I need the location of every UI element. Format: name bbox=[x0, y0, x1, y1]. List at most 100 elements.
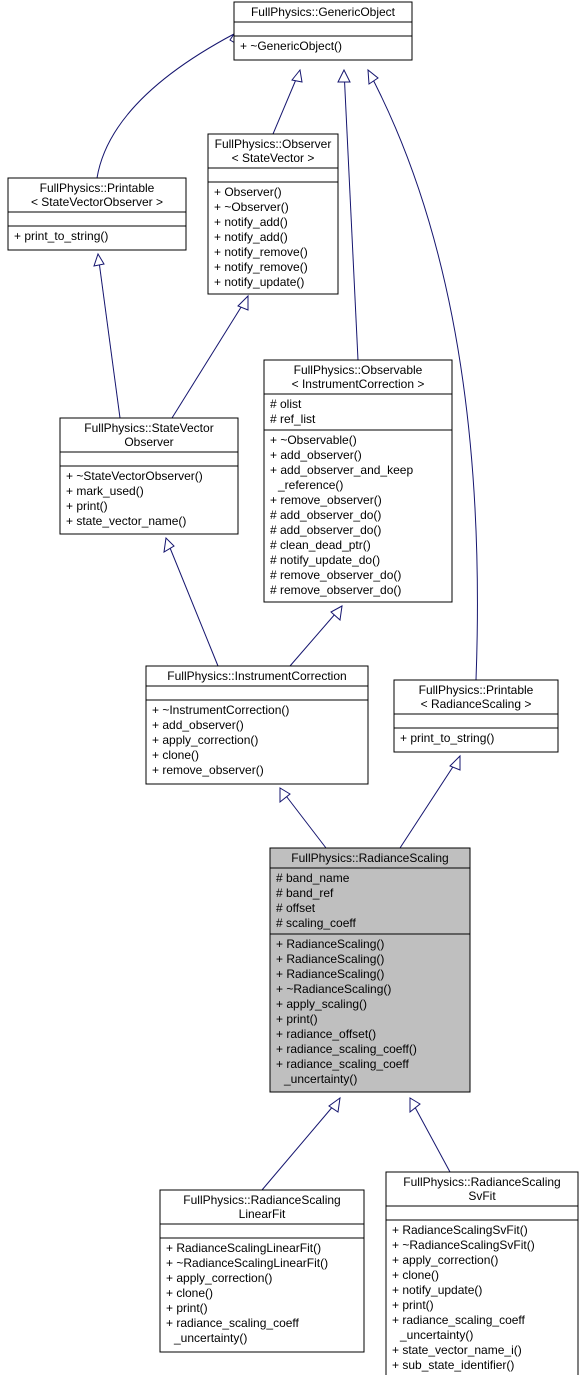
class-op: # clean_dead_ptr() bbox=[270, 538, 371, 552]
class-op: + clone() bbox=[152, 748, 199, 762]
class-op: _uncertainty() bbox=[173, 1331, 247, 1345]
inheritance-edge bbox=[338, 70, 358, 360]
class-attr: # band_ref bbox=[276, 886, 334, 900]
class-printableSVO[interactable]: FullPhysics::Printable< StateVectorObser… bbox=[8, 178, 186, 250]
class-op: + add_observer() bbox=[152, 718, 244, 732]
class-title: FullPhysics::RadianceScaling bbox=[291, 851, 448, 865]
class-op: + apply_correction() bbox=[392, 1253, 498, 1267]
class-op: + mark_used() bbox=[66, 484, 144, 498]
class-op: + RadianceScalingLinearFit() bbox=[166, 1241, 321, 1255]
inheritance-edge bbox=[280, 788, 326, 848]
class-generic[interactable]: FullPhysics::GenericObject+ ~GenericObje… bbox=[234, 2, 412, 60]
class-op: + ~StateVectorObserver() bbox=[66, 469, 203, 483]
class-subtitle: LinearFit bbox=[239, 1207, 286, 1221]
class-subtitle: < InstrumentCorrection > bbox=[292, 377, 425, 391]
class-op: + ~RadianceScaling() bbox=[276, 982, 391, 996]
class-title: FullPhysics::RadianceScaling bbox=[403, 1175, 560, 1189]
class-op: + print() bbox=[276, 1012, 318, 1026]
class-attr: # band_name bbox=[276, 871, 350, 885]
class-op: + notify_remove() bbox=[214, 260, 308, 274]
class-op: + print_to_string() bbox=[14, 229, 108, 243]
class-op: + ~RadianceScalingLinearFit() bbox=[166, 1256, 328, 1270]
class-title: FullPhysics::StateVector bbox=[84, 421, 213, 435]
class-op: + apply_correction() bbox=[152, 733, 258, 747]
inheritance-edge bbox=[400, 756, 460, 848]
class-op: + clone() bbox=[392, 1268, 439, 1282]
class-op: + radiance_scaling_coeff() bbox=[276, 1042, 417, 1056]
class-op: + radiance_scaling_coeff bbox=[276, 1057, 410, 1071]
class-op: + ~InstrumentCorrection() bbox=[152, 703, 289, 717]
class-op: + remove_observer() bbox=[152, 763, 264, 777]
class-op: + ~GenericObject() bbox=[240, 39, 342, 53]
class-op: + radiance_scaling_coeff bbox=[392, 1313, 526, 1327]
class-op: + print_to_string() bbox=[400, 731, 494, 745]
class-op: + RadianceScaling() bbox=[276, 967, 384, 981]
class-op: + apply_scaling() bbox=[276, 997, 367, 1011]
uml-class-diagram: FullPhysics::GenericObject+ ~GenericObje… bbox=[0, 0, 583, 1375]
class-op: + radiance_scaling_coeff bbox=[166, 1316, 300, 1330]
inheritance-edge bbox=[172, 296, 248, 418]
class-op: # remove_observer_do() bbox=[270, 568, 401, 582]
class-op: + RadianceScaling() bbox=[276, 952, 384, 966]
class-op: + clone() bbox=[166, 1286, 213, 1300]
class-title: FullPhysics::Observable bbox=[294, 363, 423, 377]
inheritance-edge bbox=[290, 606, 342, 666]
class-op: _uncertainty() bbox=[283, 1072, 357, 1086]
class-op: # add_observer_do() bbox=[270, 523, 381, 537]
class-op: + apply_correction() bbox=[166, 1271, 272, 1285]
class-op: + notify_remove() bbox=[214, 245, 308, 259]
class-subtitle: < StateVector > bbox=[232, 151, 315, 165]
class-op: # add_observer_do() bbox=[270, 508, 381, 522]
class-op: + notify_add() bbox=[214, 215, 288, 229]
class-op: + Observer() bbox=[214, 185, 282, 199]
class-instrCorr[interactable]: FullPhysics::InstrumentCorrection+ ~Inst… bbox=[146, 666, 368, 784]
class-op: + print() bbox=[392, 1298, 434, 1312]
class-op: + add_observer() bbox=[270, 448, 362, 462]
class-op: + remove_observer() bbox=[270, 493, 382, 507]
class-op: + ~Observer() bbox=[214, 200, 289, 214]
class-op: + state_vector_name() bbox=[66, 514, 186, 528]
class-op: _uncertainty() bbox=[399, 1328, 473, 1342]
class-title: FullPhysics::GenericObject bbox=[251, 5, 396, 19]
class-observer[interactable]: FullPhysics::Observer< StateVector >+ Ob… bbox=[208, 134, 338, 294]
class-attr: # scaling_coeff bbox=[276, 916, 357, 930]
class-sVO[interactable]: FullPhysics::StateVectorObserver+ ~State… bbox=[60, 418, 238, 534]
class-op: # remove_observer_do() bbox=[270, 583, 401, 597]
class-title: FullPhysics::Printable bbox=[419, 683, 534, 697]
class-subtitle: < RadianceScaling > bbox=[421, 697, 532, 711]
class-title: FullPhysics::Observer bbox=[215, 137, 332, 151]
inheritance-edge bbox=[262, 1098, 340, 1190]
class-op: + ~Observable() bbox=[270, 433, 357, 447]
class-op: + RadianceScaling() bbox=[276, 937, 384, 951]
class-op: + RadianceScalingSvFit() bbox=[392, 1223, 528, 1237]
class-attr: # offset bbox=[276, 901, 316, 915]
inheritance-edge bbox=[273, 70, 302, 134]
class-op: + state_vector_name_i() bbox=[392, 1343, 522, 1357]
inheritance-edge bbox=[410, 1098, 450, 1172]
class-attr: # olist bbox=[270, 397, 302, 411]
inheritance-edge bbox=[94, 254, 120, 418]
class-op: + notify_update() bbox=[392, 1283, 482, 1297]
inheritance-edge bbox=[164, 538, 218, 666]
class-title: FullPhysics::InstrumentCorrection bbox=[167, 669, 346, 683]
class-op: + notify_add() bbox=[214, 230, 288, 244]
class-op: + sub_state_identifier() bbox=[392, 1358, 514, 1372]
class-printableRS[interactable]: FullPhysics::Printable< RadianceScaling … bbox=[394, 680, 558, 752]
class-op: _reference() bbox=[277, 478, 343, 492]
class-title: FullPhysics::Printable bbox=[40, 181, 155, 195]
class-rsSvFit[interactable]: FullPhysics::RadianceScalingSvFit+ Radia… bbox=[386, 1172, 578, 1375]
class-op: + ~RadianceScalingSvFit() bbox=[392, 1238, 535, 1252]
class-rsLinearFit[interactable]: FullPhysics::RadianceScalingLinearFit+ R… bbox=[160, 1190, 364, 1352]
class-radScaling[interactable]: FullPhysics::RadianceScaling# band_name#… bbox=[270, 848, 470, 1092]
class-subtitle: SvFit bbox=[468, 1189, 496, 1203]
class-op: # notify_update_do() bbox=[270, 553, 380, 567]
class-observable[interactable]: FullPhysics::Observable< InstrumentCorre… bbox=[264, 360, 452, 602]
class-subtitle: Observer bbox=[124, 435, 173, 449]
class-attr: # ref_list bbox=[270, 412, 316, 426]
class-op: + add_observer_and_keep bbox=[270, 463, 413, 477]
class-title: FullPhysics::RadianceScaling bbox=[183, 1193, 340, 1207]
class-op: + print() bbox=[166, 1301, 208, 1315]
class-op: + radiance_offset() bbox=[276, 1027, 376, 1041]
class-op: + notify_update() bbox=[214, 275, 304, 289]
class-op: + print() bbox=[66, 499, 108, 513]
